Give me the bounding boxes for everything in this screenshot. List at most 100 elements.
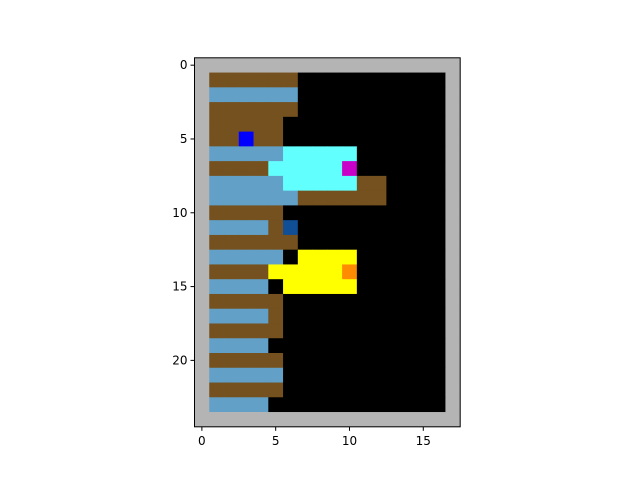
grid-cell bbox=[194, 293, 210, 310]
grid-cell bbox=[297, 205, 313, 221]
grid-cell bbox=[238, 131, 254, 147]
grid-cell bbox=[342, 353, 358, 369]
grid-cell bbox=[445, 412, 461, 428]
grid-cell bbox=[268, 338, 284, 354]
grid-cell bbox=[430, 264, 446, 280]
grid-cell bbox=[194, 87, 210, 103]
grid-cell bbox=[253, 323, 269, 339]
grid-cell bbox=[386, 249, 402, 265]
grid-cell bbox=[224, 146, 240, 162]
grid-cell bbox=[356, 308, 373, 324]
grid-cell bbox=[312, 205, 328, 221]
grid-cell bbox=[415, 412, 432, 428]
grid-cell bbox=[356, 220, 373, 236]
grid-cell bbox=[342, 146, 358, 162]
grid-cell bbox=[386, 116, 402, 132]
grid-cell bbox=[224, 220, 240, 236]
grid-cell bbox=[327, 220, 343, 236]
grid-cell bbox=[238, 293, 254, 310]
grid-cell bbox=[283, 367, 299, 383]
grid-cell bbox=[238, 323, 254, 339]
grid-cell bbox=[268, 57, 284, 73]
grid-cell bbox=[445, 57, 461, 73]
grid-cell bbox=[430, 338, 446, 354]
grid-cell bbox=[224, 87, 240, 103]
grid-cell bbox=[430, 249, 446, 265]
grid-cell bbox=[356, 57, 373, 73]
grid-cell bbox=[194, 338, 210, 354]
grid-cell bbox=[297, 338, 313, 354]
grid-cell bbox=[386, 264, 402, 280]
grid-cell bbox=[327, 102, 343, 118]
grid-cell bbox=[238, 161, 254, 177]
grid-cell bbox=[401, 412, 417, 428]
grid-cell bbox=[209, 308, 225, 324]
grid-cell bbox=[297, 367, 313, 383]
grid-cell bbox=[327, 57, 343, 73]
grid-cell bbox=[415, 175, 432, 192]
grid-cell bbox=[415, 190, 432, 206]
grid-cell bbox=[238, 87, 254, 103]
grid-cell bbox=[430, 205, 446, 221]
grid-cell bbox=[283, 72, 299, 88]
grid-cell bbox=[430, 190, 446, 206]
grid-cell bbox=[238, 57, 254, 73]
grid-cell bbox=[430, 308, 446, 324]
grid-cell bbox=[327, 308, 343, 324]
y-tick-label: 0 bbox=[180, 58, 188, 72]
grid-cell bbox=[401, 190, 417, 206]
grid-cell bbox=[268, 249, 284, 265]
grid-cell bbox=[401, 72, 417, 88]
grid-cell bbox=[342, 293, 358, 310]
grid-cell bbox=[283, 279, 299, 295]
grid-cell bbox=[238, 279, 254, 295]
grid-cell bbox=[401, 353, 417, 369]
grid-cell bbox=[415, 87, 432, 103]
grid-cell bbox=[356, 323, 373, 339]
grid-cell bbox=[371, 338, 387, 354]
grid-cell bbox=[401, 161, 417, 177]
y-tick-label: 5 bbox=[180, 132, 188, 146]
grid-cell bbox=[238, 308, 254, 324]
grid-cell bbox=[415, 249, 432, 265]
grid-cell bbox=[297, 116, 313, 132]
grid-cell bbox=[297, 264, 313, 280]
grid-cell bbox=[371, 131, 387, 147]
grid-cell bbox=[401, 175, 417, 192]
grid-cell bbox=[312, 338, 328, 354]
grid-cell bbox=[445, 161, 461, 177]
grid-cell bbox=[356, 131, 373, 147]
grid-cell bbox=[194, 175, 210, 192]
grid-cell bbox=[238, 190, 254, 206]
grid-cell bbox=[386, 367, 402, 383]
grid-cell bbox=[445, 382, 461, 398]
grid-cell bbox=[342, 279, 358, 295]
grid-cell bbox=[224, 57, 240, 73]
grid-cell bbox=[297, 293, 313, 310]
grid-cell bbox=[430, 234, 446, 251]
grid-cell bbox=[268, 412, 284, 428]
grid-cell bbox=[327, 146, 343, 162]
grid-cell bbox=[312, 102, 328, 118]
grid-cell bbox=[209, 87, 225, 103]
grid-cell bbox=[253, 382, 269, 398]
grid-cell bbox=[342, 308, 358, 324]
grid-cell bbox=[194, 57, 210, 73]
grid-cell bbox=[238, 116, 254, 132]
grid-cell bbox=[297, 175, 313, 192]
grid-cell bbox=[312, 161, 328, 177]
grid-cell bbox=[445, 146, 461, 162]
grid-cell bbox=[356, 72, 373, 88]
grid-cell bbox=[386, 293, 402, 310]
grid-cell bbox=[401, 249, 417, 265]
grid-cell bbox=[327, 353, 343, 369]
grid-cell bbox=[253, 249, 269, 265]
grid-cell bbox=[356, 175, 373, 192]
grid-cell bbox=[430, 367, 446, 383]
grid-cell bbox=[312, 175, 328, 192]
grid-cell bbox=[209, 57, 225, 73]
x-tick-label: 5 bbox=[272, 434, 280, 448]
grid-cell bbox=[401, 264, 417, 280]
grid-cell bbox=[224, 131, 240, 147]
